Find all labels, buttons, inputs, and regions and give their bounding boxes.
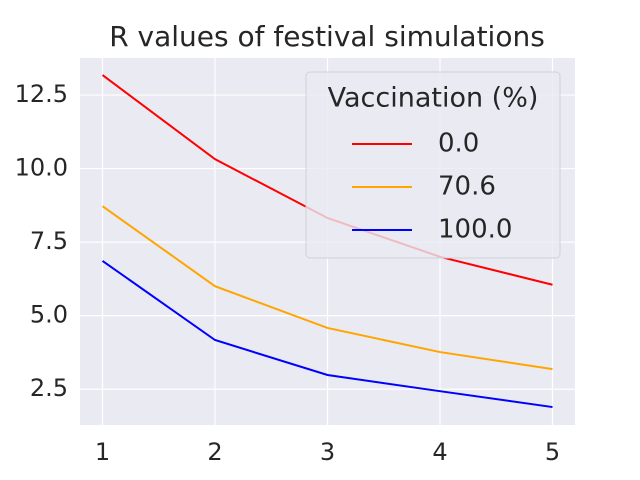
legend-title: Vaccination (%) — [328, 83, 539, 114]
legend-box — [305, 71, 561, 259]
y-tick-label: 5.0 — [30, 301, 68, 329]
legend: Vaccination (%) 0.0 70.6 100.0 — [305, 71, 561, 259]
y-tick-label: 2.5 — [30, 374, 68, 402]
x-axis-label: Area per person (m²) — [191, 477, 464, 480]
chart-title: R values of festival simulations — [109, 20, 545, 53]
x-tick-label: 2 — [207, 438, 222, 466]
y-tick-label: 10.0 — [15, 154, 68, 182]
series-line — [101, 205, 553, 371]
legend-label: 70.6 — [438, 172, 496, 202]
x-tick-label: 5 — [545, 438, 560, 466]
x-tick-label: 1 — [95, 438, 110, 466]
y-tick-label: 7.5 — [30, 227, 68, 255]
series-line — [101, 260, 553, 409]
x-tick-label: 4 — [432, 438, 447, 466]
y-tick-label: 12.5 — [15, 80, 68, 108]
legend-label: 100.0 — [438, 215, 512, 245]
legend-label: 0.0 — [438, 129, 479, 159]
x-tick-label: 3 — [320, 438, 335, 466]
